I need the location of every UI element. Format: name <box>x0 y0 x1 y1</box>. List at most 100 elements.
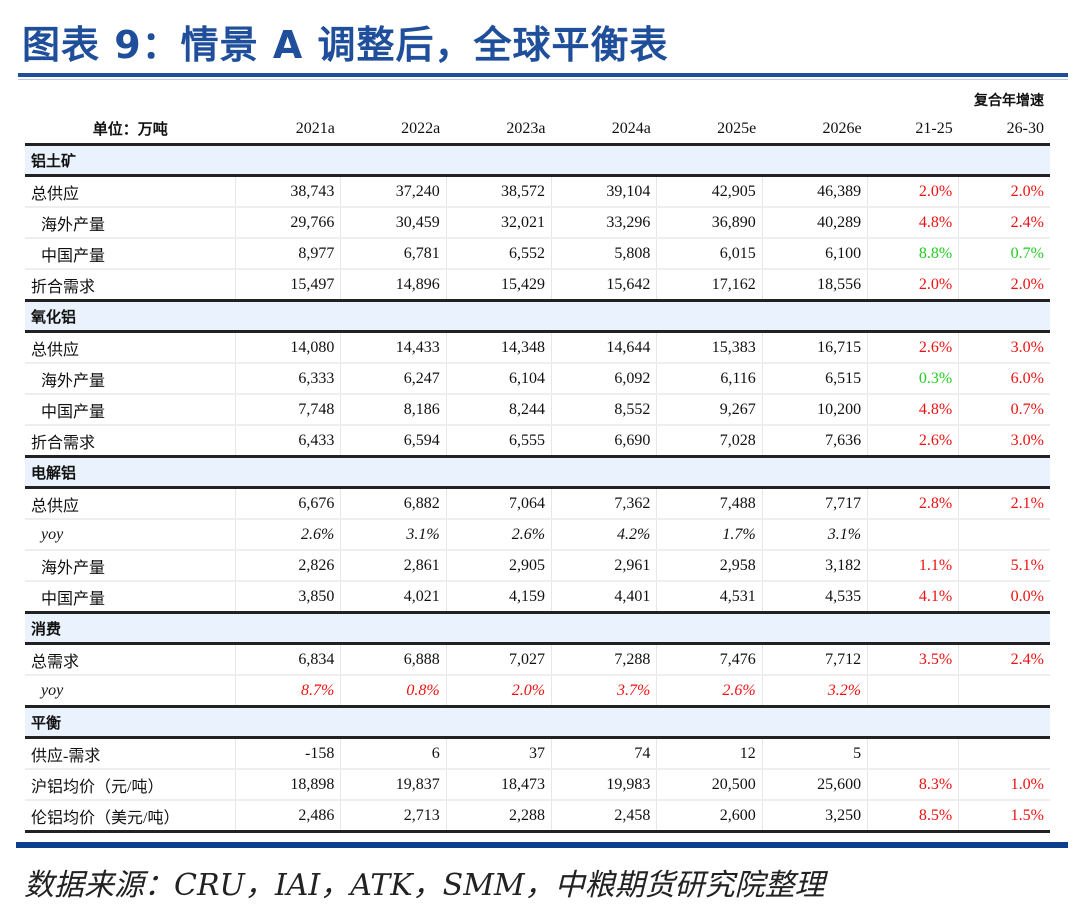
table-cell: 6,594 <box>340 425 447 458</box>
cagr-cell <box>958 519 1050 551</box>
table-cell: 15,383 <box>656 331 763 364</box>
table-cell: 6,104 <box>445 363 552 395</box>
cagr-cell: 2.6% <box>867 331 959 364</box>
column-header: 2025e <box>656 114 763 146</box>
cagr-cell: 2.6% <box>867 425 959 458</box>
table-cell: 2,958 <box>656 550 763 582</box>
cagr-cell: 2.4% <box>958 643 1050 676</box>
table-cell: 8,186 <box>340 394 447 426</box>
table-cell: 18,898 <box>234 769 341 801</box>
row-label: 总需求 <box>25 643 236 676</box>
table-cell: 14,348 <box>445 331 552 364</box>
table-cell: 3.2% <box>761 675 868 708</box>
table-cell: 39,104 <box>551 175 657 208</box>
table-cell: 5 <box>761 737 868 770</box>
table-cell: 2,826 <box>234 550 341 582</box>
table-cell: 10,200 <box>761 394 868 426</box>
table-cell: 7,717 <box>761 487 868 520</box>
cagr-cell: 1.1% <box>867 550 959 582</box>
table-cell: 46,389 <box>761 175 868 208</box>
table-cell: 20,500 <box>656 769 763 801</box>
unit-label: 单位：万吨 <box>25 114 236 146</box>
cagr-cell: 2.4% <box>958 207 1050 239</box>
table-row: yoy 2.6% 3.1% 2.6% 4.2% 1.7% 3.1% <box>25 519 1050 551</box>
table-cell: 3,182 <box>761 550 868 582</box>
table-cell: 7,064 <box>445 487 552 520</box>
cagr-cell: 8.8% <box>867 238 959 270</box>
section-header: 电解铝 <box>25 456 1050 489</box>
table-cell: 7,028 <box>656 425 763 458</box>
table-cell: 4,021 <box>340 581 447 614</box>
column-header: 26-30 <box>958 114 1050 146</box>
table-cell: 15,642 <box>551 269 657 302</box>
footer-divider <box>16 842 1068 848</box>
table-row: 伦铝均价（美元/吨） 2,486 2,713 2,288 2,458 2,600 3,250… <box>25 800 1050 833</box>
row-label: 海外产量 <box>25 207 236 239</box>
table-cell: 4.2% <box>551 519 657 551</box>
cagr-cell: 4.1% <box>867 581 959 614</box>
section-title: 氧化铝 <box>25 300 1050 333</box>
cagr-cell: 0.3% <box>867 363 959 395</box>
table-cell: 5,808 <box>551 238 657 270</box>
table-row: 折合需求 15,497 14,896 15,429 15,642 17,162 18,556… <box>25 269 1050 302</box>
table-cell: 16,715 <box>761 331 868 364</box>
cagr-cell: 3.0% <box>958 331 1050 364</box>
row-label: 伦铝均价（美元/吨） <box>25 800 236 833</box>
table-cell: 14,433 <box>340 331 447 364</box>
row-label: 海外产量 <box>25 363 236 395</box>
table-cell: 2.0% <box>445 675 552 708</box>
source-note: 数据来源：CRU，IAI，ATK，SMM，中粮期货研究院整理 <box>24 868 825 903</box>
table-cell: 2,713 <box>340 800 447 833</box>
section-header: 平衡 <box>25 706 1050 739</box>
table-cell: 42,905 <box>656 175 763 208</box>
table-cell: 8,552 <box>551 394 657 426</box>
table-cell: 18,473 <box>445 769 552 801</box>
table-cell: 3.1% <box>340 519 447 551</box>
cagr-cell: 8.3% <box>867 769 959 801</box>
row-label: 中国产量 <box>25 238 236 270</box>
table-cell: 14,644 <box>551 331 657 364</box>
row-label: 总供应 <box>25 331 236 364</box>
figure-title: 图表 9：情景 A 调整后，全球平衡表 <box>22 23 669 67</box>
table-cell: 9,267 <box>656 394 763 426</box>
section-header: 铝土矿 <box>25 144 1050 177</box>
table-cell: 25,600 <box>761 769 868 801</box>
column-header: 2024a <box>551 114 657 146</box>
table-cell: 40,289 <box>761 207 868 239</box>
cagr-cell <box>867 519 959 551</box>
column-header: 2021a <box>235 114 341 146</box>
table-row: yoy 8.7% 0.8% 2.0% 3.7% 2.6% 3.2% <box>25 675 1050 708</box>
table-cell: 6,092 <box>551 363 657 395</box>
column-header: 2026e <box>762 114 868 146</box>
cagr-cell: 2.0% <box>867 269 959 302</box>
table-row: 总供应 38,743 37,240 38,572 39,104 42,905 46,389 2… <box>25 175 1050 208</box>
table-row: 海外产量 6,333 6,247 6,104 6,092 6,116 6,515 0.3% 6.… <box>25 363 1050 395</box>
table-cell: 30,459 <box>340 207 447 239</box>
table-row: 中国产量 8,977 6,781 6,552 5,808 6,015 6,100 8.8% 0.… <box>25 238 1050 270</box>
table-cell: 6,882 <box>340 487 447 520</box>
cagr-cell <box>867 737 959 770</box>
table-cell: 6,015 <box>656 238 763 270</box>
table-cell: 4,535 <box>761 581 868 614</box>
table-row: 沪铝均价（元/吨） 18,898 19,837 18,473 19,983 20,500 2… <box>25 769 1050 801</box>
cagr-cell: 2.0% <box>867 175 959 208</box>
cagr-cell: 0.7% <box>958 394 1050 426</box>
balance-table: 复合年增速 单位：万吨 2021a 2022a 2023a 2024a 2025… <box>25 86 1050 833</box>
table-cell: 6,433 <box>234 425 341 458</box>
cagr-cell: 3.5% <box>867 643 959 676</box>
table-cell: 3,250 <box>761 800 868 833</box>
cagr-cell: 2.8% <box>867 487 959 520</box>
cagr-cell: 0.0% <box>958 581 1050 614</box>
table-cell: 15,497 <box>234 269 341 302</box>
table-cell: 3.1% <box>761 519 868 551</box>
cagr-cell: 1.5% <box>958 800 1050 833</box>
column-header: 2022a <box>340 114 447 146</box>
table-cell: 74 <box>551 737 657 770</box>
table-cell: 6,834 <box>234 643 341 676</box>
table-cell: 2,961 <box>551 550 657 582</box>
table-cell: 18,556 <box>761 269 868 302</box>
table-cell: 4,159 <box>445 581 552 614</box>
cagr-cell: 0.7% <box>958 238 1050 270</box>
section-title: 消费 <box>25 612 1050 645</box>
table-row: 总需求 6,834 6,888 7,027 7,288 7,476 7,712 3.5% 2.4… <box>25 643 1050 676</box>
